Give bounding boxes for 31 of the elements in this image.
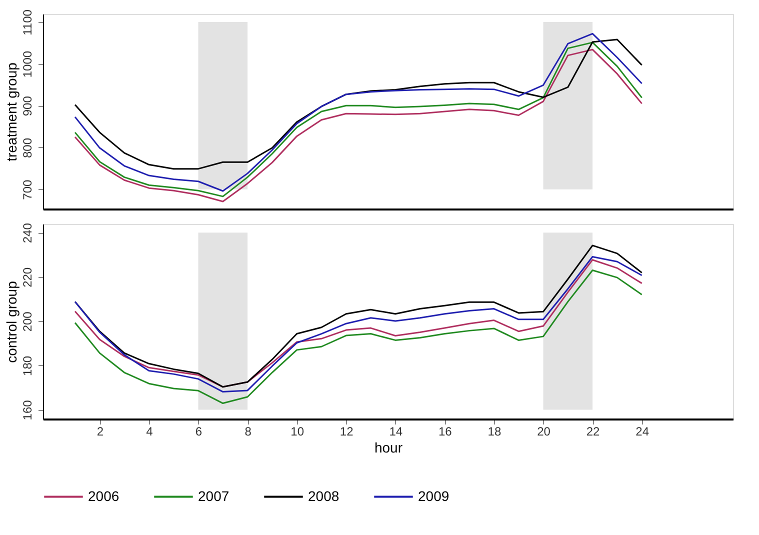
y-tick-label: 700 <box>20 180 34 200</box>
y-tick-label: 200 <box>20 311 34 332</box>
legend-label: 2009 <box>418 488 450 504</box>
x-tick-label: 8 <box>244 424 252 438</box>
y-tick-label: 1100 <box>20 9 34 36</box>
x-tick-label: 10 <box>290 424 304 438</box>
y-tick-label: 180 <box>20 356 34 376</box>
y-axis-title: control group <box>4 280 20 363</box>
x-tick-label: 14 <box>389 424 403 438</box>
legend-label: 2007 <box>198 488 230 504</box>
legend-label: 2008 <box>308 488 340 504</box>
y-axis-title: treatment group <box>4 62 20 162</box>
y-tick-label: 1000 <box>20 50 34 78</box>
x-tick-label: 4 <box>146 424 154 438</box>
x-tick-label: 24 <box>636 424 650 438</box>
x-tick-label: 20 <box>537 424 551 438</box>
legend-label: 2006 <box>88 488 120 504</box>
x-tick-label: 6 <box>195 424 202 438</box>
x-tick-label: 22 <box>586 424 600 438</box>
y-tick-label: 900 <box>20 96 34 116</box>
x-axis-title: hour <box>374 440 403 456</box>
x-tick-label: 12 <box>340 424 354 438</box>
x-tick-label: 18 <box>488 424 502 438</box>
line-series <box>74 270 643 404</box>
x-tick-label: 16 <box>438 424 452 438</box>
y-tick-label: 220 <box>20 267 34 288</box>
y-tick-label: 240 <box>20 222 34 244</box>
y-tick-label: 800 <box>20 138 34 158</box>
line-series <box>74 38 643 170</box>
y-tick-label: 160 <box>20 400 34 420</box>
x-tick-label: 2 <box>96 424 104 438</box>
